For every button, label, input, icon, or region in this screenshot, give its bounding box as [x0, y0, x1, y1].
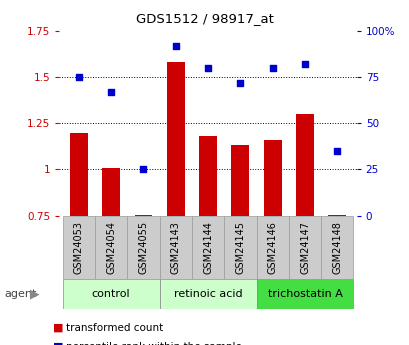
Text: GDS1512 / 98917_at: GDS1512 / 98917_at	[136, 12, 273, 25]
Bar	[295, 114, 313, 216]
Bar	[134, 215, 152, 216]
Point	[140, 167, 146, 172]
Point	[75, 75, 82, 80]
Bar	[95, 216, 127, 279]
Bar	[256, 279, 353, 309]
Bar	[263, 140, 281, 216]
Point	[108, 89, 114, 95]
Text: GSM24055: GSM24055	[138, 221, 148, 274]
Point	[172, 43, 179, 49]
Bar	[63, 279, 159, 309]
Text: ▶: ▶	[30, 288, 40, 300]
Text: control: control	[92, 289, 130, 299]
Text: GSM24148: GSM24148	[332, 221, 342, 274]
Text: GSM24054: GSM24054	[106, 221, 116, 274]
Point	[236, 80, 243, 86]
Text: trichostatin A: trichostatin A	[267, 289, 342, 299]
Bar	[159, 279, 256, 309]
Text: retinoic acid: retinoic acid	[173, 289, 242, 299]
Bar	[191, 216, 224, 279]
Bar	[70, 132, 88, 216]
Text: transformed count: transformed count	[65, 323, 162, 333]
Text: ■: ■	[53, 342, 64, 345]
Text: GSM24147: GSM24147	[299, 221, 309, 274]
Bar	[159, 216, 191, 279]
Text: ■: ■	[53, 323, 64, 333]
Bar	[199, 136, 216, 216]
Point	[269, 65, 275, 71]
Point	[301, 61, 308, 67]
Text: GSM24053: GSM24053	[74, 221, 83, 274]
Point	[333, 148, 340, 154]
Text: GSM24145: GSM24145	[235, 221, 245, 274]
Text: agent: agent	[4, 289, 36, 299]
Bar	[102, 168, 120, 216]
Bar	[127, 216, 159, 279]
Point	[204, 65, 211, 71]
Bar	[328, 215, 345, 216]
Bar	[63, 216, 95, 279]
Bar	[256, 216, 288, 279]
Text: GSM24143: GSM24143	[171, 221, 180, 274]
Bar	[166, 62, 184, 216]
Bar	[320, 216, 353, 279]
Bar	[231, 146, 249, 216]
Bar	[224, 216, 256, 279]
Text: GSM24146: GSM24146	[267, 221, 277, 274]
Text: GSM24144: GSM24144	[202, 221, 213, 274]
Bar	[288, 216, 320, 279]
Text: percentile rank within the sample: percentile rank within the sample	[65, 342, 241, 345]
